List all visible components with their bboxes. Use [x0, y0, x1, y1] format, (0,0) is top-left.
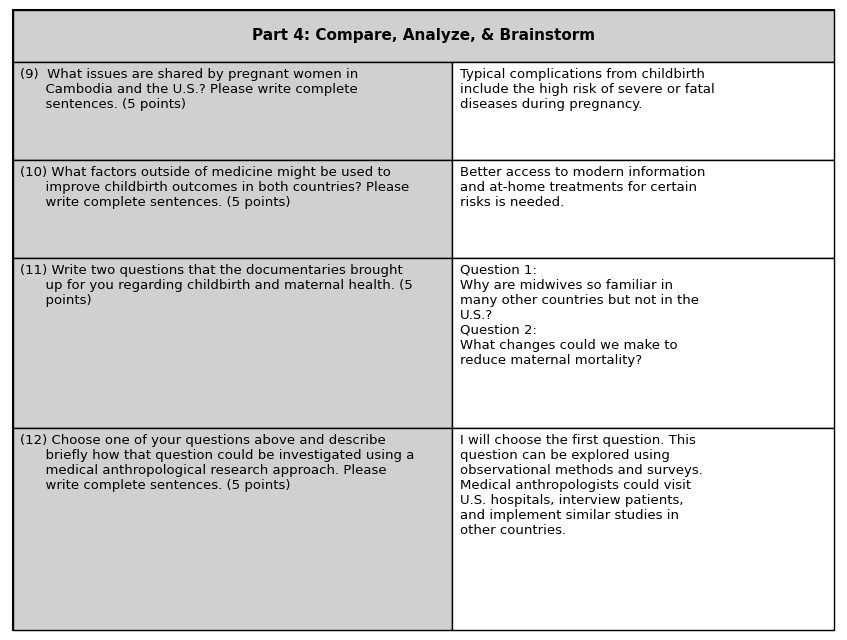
Text: Part 4: Compare, Analyze, & Brainstorm: Part 4: Compare, Analyze, & Brainstorm — [252, 29, 595, 44]
Text: (9)  What issues are shared by pregnant women in
      Cambodia and the U.S.? Pl: (9) What issues are shared by pregnant w… — [20, 68, 358, 111]
Bar — [452, 428, 834, 630]
Bar — [13, 62, 452, 160]
Bar — [452, 62, 834, 160]
Bar — [13, 258, 452, 428]
Bar — [13, 10, 834, 62]
Text: Question 1:
Why are midwives so familiar in
many other countries but not in the
: Question 1: Why are midwives so familiar… — [460, 264, 699, 367]
Text: (10) What factors outside of medicine might be used to
      improve childbirth : (10) What factors outside of medicine mi… — [20, 166, 410, 209]
Text: Better access to modern information
and at-home treatments for certain
risks is : Better access to modern information and … — [460, 166, 706, 209]
Text: (12) Choose one of your questions above and describe
      briefly how that ques: (12) Choose one of your questions above … — [20, 434, 415, 492]
Bar — [13, 160, 452, 258]
Bar — [452, 160, 834, 258]
Text: I will choose the first question. This
question can be explored using
observatio: I will choose the first question. This q… — [460, 434, 703, 537]
Bar — [452, 258, 834, 428]
Text: (11) Write two questions that the documentaries brought
      up for you regardi: (11) Write two questions that the docume… — [20, 264, 413, 307]
Bar — [13, 428, 452, 630]
Text: Typical complications from childbirth
include the high risk of severe or fatal
d: Typical complications from childbirth in… — [460, 68, 715, 111]
